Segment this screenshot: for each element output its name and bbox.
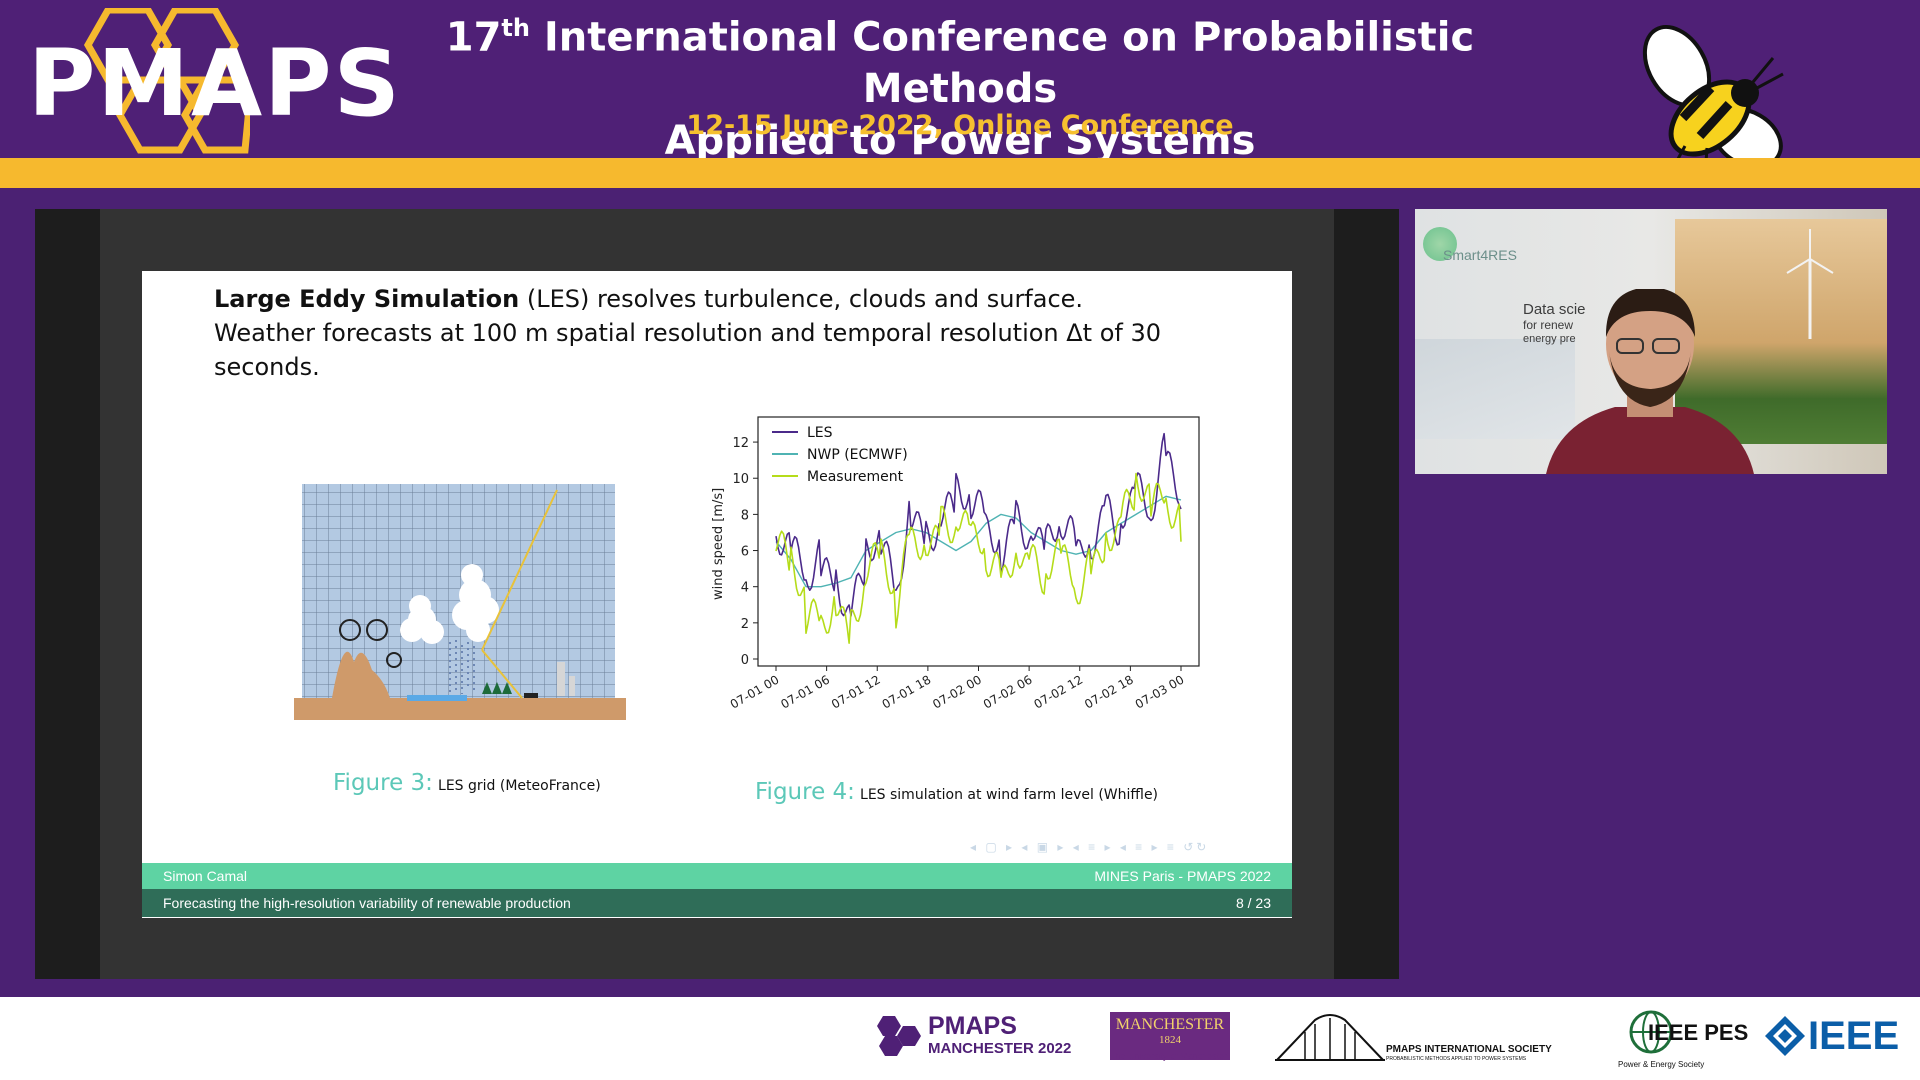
- website-snippet-1: Data scie: [1523, 301, 1586, 318]
- y-tick-label: 0: [741, 653, 749, 668]
- chart-y-axis-label: wind speed [m/s]: [711, 488, 726, 600]
- ieee-logo: IEEE: [1808, 1014, 1900, 1058]
- slide-footer-author-bar: Simon Camal MINES Paris - PMAPS 2022: [142, 863, 1292, 889]
- y-tick-label: 2: [741, 617, 749, 632]
- manchester-logo-text: MANCHESTER: [1115, 1016, 1225, 1033]
- header-accent-bar: [0, 158, 1920, 188]
- legend-label: Measurement: [807, 469, 904, 485]
- pmaps-society-icon: [1275, 1014, 1385, 1061]
- series-line-measurement: [775, 472, 1182, 644]
- pmaps-society-name: PMAPS INTERNATIONAL SOCIETY: [1386, 1044, 1552, 1055]
- y-tick-label: 8: [741, 508, 749, 523]
- pmaps-sponsor-subtitle: MANCHESTER 2022: [928, 1040, 1072, 1057]
- conference-title: 17th International Conference on Probabi…: [445, 14, 1475, 165]
- smart4res-brand: Smart4RES: [1443, 247, 1517, 263]
- chart-legend: LES NWP (ECMWF) Measurement: [772, 425, 908, 485]
- y-tick-label: 12: [732, 436, 749, 451]
- figure-4-caption: Figure 4: LES simulation at wind farm le…: [755, 779, 1159, 805]
- x-tick-label: 07-02 12: [1032, 672, 1086, 711]
- footer-affiliation: MINES Paris - PMAPS 2022: [1094, 868, 1271, 884]
- x-tick-label: 07-01 00: [728, 672, 782, 711]
- pmaps-society-subtitle: PROBABILISTIC METHODS APPLIED TO POWER S…: [1386, 1056, 1527, 1062]
- figure-3-caption: Figure 3: LES grid (MeteoFrance): [333, 770, 601, 796]
- manchester-logo: MANCHESTER 1824: [1110, 1012, 1230, 1060]
- y-tick-label: 10: [732, 472, 749, 487]
- y-tick-label: 6: [741, 545, 749, 560]
- x-tick-label: 07-01 12: [829, 672, 883, 711]
- footer-title: Forecasting the high-resolution variabil…: [163, 895, 571, 911]
- conference-header: [0, 0, 1920, 158]
- ieee-pes-globe-icon: [1629, 1010, 1673, 1054]
- ieee-diamond-icon: [1765, 1016, 1805, 1056]
- les-grid-illustration: [294, 484, 626, 720]
- sponsor-bar: [0, 997, 1920, 1080]
- ieee-pes-logo: IEEE PES: [1648, 1020, 1749, 1045]
- slide-body-text: Large Eddy Simulation (LES) resolves tur…: [214, 285, 1162, 381]
- legend-label: NWP (ECMWF): [807, 447, 908, 463]
- pmaps-hexagon-logo: [83, 8, 250, 154]
- x-tick-label: 07-01 06: [778, 672, 832, 711]
- series-line-les: [775, 432, 1182, 617]
- bee-icon: [1642, 25, 1784, 177]
- x-tick-label: 07-01 18: [880, 672, 934, 711]
- pmaps-sponsor-logo: PMAPS: [928, 1012, 1017, 1040]
- smart4res-logo-icon: [1423, 227, 1457, 261]
- website-snippet-2: for renew: [1523, 318, 1574, 332]
- slide-footer-title-bar: Forecasting the high-resolution variabil…: [142, 889, 1292, 917]
- manchester-subtitle: The University of Manchester: [1110, 1051, 1228, 1061]
- speaker-person: [1546, 289, 1754, 474]
- conference-date: 12-15 June 2022, Online Conference: [686, 110, 1234, 141]
- wind-turbine-icon: [1786, 229, 1834, 339]
- beamer-nav-icons[interactable]: ◂ ▢ ▸ ◂ ▣ ▸ ◂ ≡ ▸ ◂ ≡ ▸ ≡ ↺↻: [970, 840, 1210, 854]
- x-tick-label: 07-03 00: [1133, 672, 1187, 711]
- x-tick-label: 07-02 00: [930, 672, 984, 711]
- x-tick-label: 07-02 18: [1082, 672, 1136, 711]
- legend-label: LES: [807, 425, 833, 441]
- website-snippet-3: energy pre: [1523, 333, 1576, 345]
- x-tick-label: 07-02 06: [981, 672, 1035, 711]
- footer-page-number: 8 / 23: [1235, 895, 1271, 911]
- chart-y-ticks: 0 2 4 6 8 10 12: [732, 436, 758, 668]
- pmaps-logo-text: PMAPS: [28, 30, 402, 137]
- footer-author: Simon Camal: [163, 868, 248, 884]
- y-tick-label: 4: [741, 581, 749, 596]
- pmaps-hexagons-icon: [877, 1016, 921, 1056]
- ieee-pes-subtitle: Power & Energy Society: [1618, 1060, 1705, 1069]
- speaker-webcam: Smart4RES Data scie for renew energy pre: [1415, 209, 1887, 474]
- chart-series: [775, 432, 1182, 644]
- manchester-logo-year: 1824: [1159, 1034, 1181, 1046]
